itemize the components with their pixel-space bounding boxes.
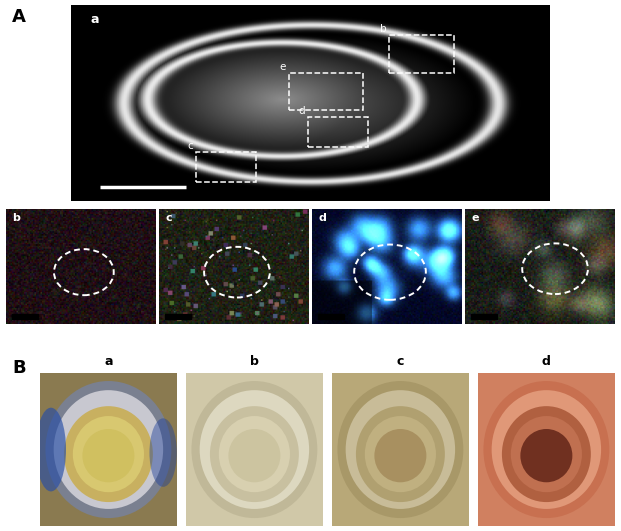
- Ellipse shape: [374, 429, 427, 482]
- Bar: [389, 35, 454, 73]
- Text: d: d: [542, 355, 551, 368]
- Text: d: d: [299, 106, 305, 116]
- Ellipse shape: [229, 429, 281, 482]
- FancyBboxPatch shape: [471, 314, 497, 319]
- Bar: [289, 73, 363, 110]
- Text: b: b: [380, 24, 386, 33]
- Text: e: e: [471, 213, 479, 224]
- Ellipse shape: [511, 416, 582, 492]
- Text: e: e: [279, 62, 286, 72]
- FancyBboxPatch shape: [12, 314, 38, 319]
- Bar: [196, 152, 255, 183]
- Text: A: A: [12, 8, 26, 27]
- Ellipse shape: [210, 406, 299, 502]
- Ellipse shape: [520, 429, 573, 482]
- Text: a: a: [104, 355, 112, 368]
- Text: b: b: [12, 213, 20, 224]
- Ellipse shape: [64, 406, 153, 502]
- Ellipse shape: [346, 390, 455, 509]
- Text: B: B: [12, 358, 26, 376]
- Text: a: a: [91, 13, 99, 26]
- Bar: [308, 117, 368, 147]
- Ellipse shape: [337, 381, 463, 518]
- Ellipse shape: [200, 390, 309, 509]
- Text: b: b: [250, 355, 259, 368]
- Text: d: d: [319, 213, 326, 224]
- Ellipse shape: [150, 418, 177, 487]
- Ellipse shape: [492, 390, 601, 509]
- Text: c: c: [397, 355, 404, 368]
- Ellipse shape: [356, 406, 445, 502]
- FancyBboxPatch shape: [319, 314, 344, 319]
- Ellipse shape: [219, 416, 290, 492]
- Ellipse shape: [45, 381, 171, 518]
- Ellipse shape: [83, 429, 134, 482]
- Ellipse shape: [73, 416, 144, 492]
- Ellipse shape: [502, 406, 591, 502]
- Ellipse shape: [483, 381, 609, 518]
- Ellipse shape: [53, 390, 163, 509]
- Ellipse shape: [191, 381, 317, 518]
- Ellipse shape: [365, 416, 436, 492]
- FancyBboxPatch shape: [165, 314, 191, 319]
- Ellipse shape: [36, 408, 66, 491]
- Text: c: c: [165, 213, 172, 224]
- Text: c: c: [187, 141, 193, 151]
